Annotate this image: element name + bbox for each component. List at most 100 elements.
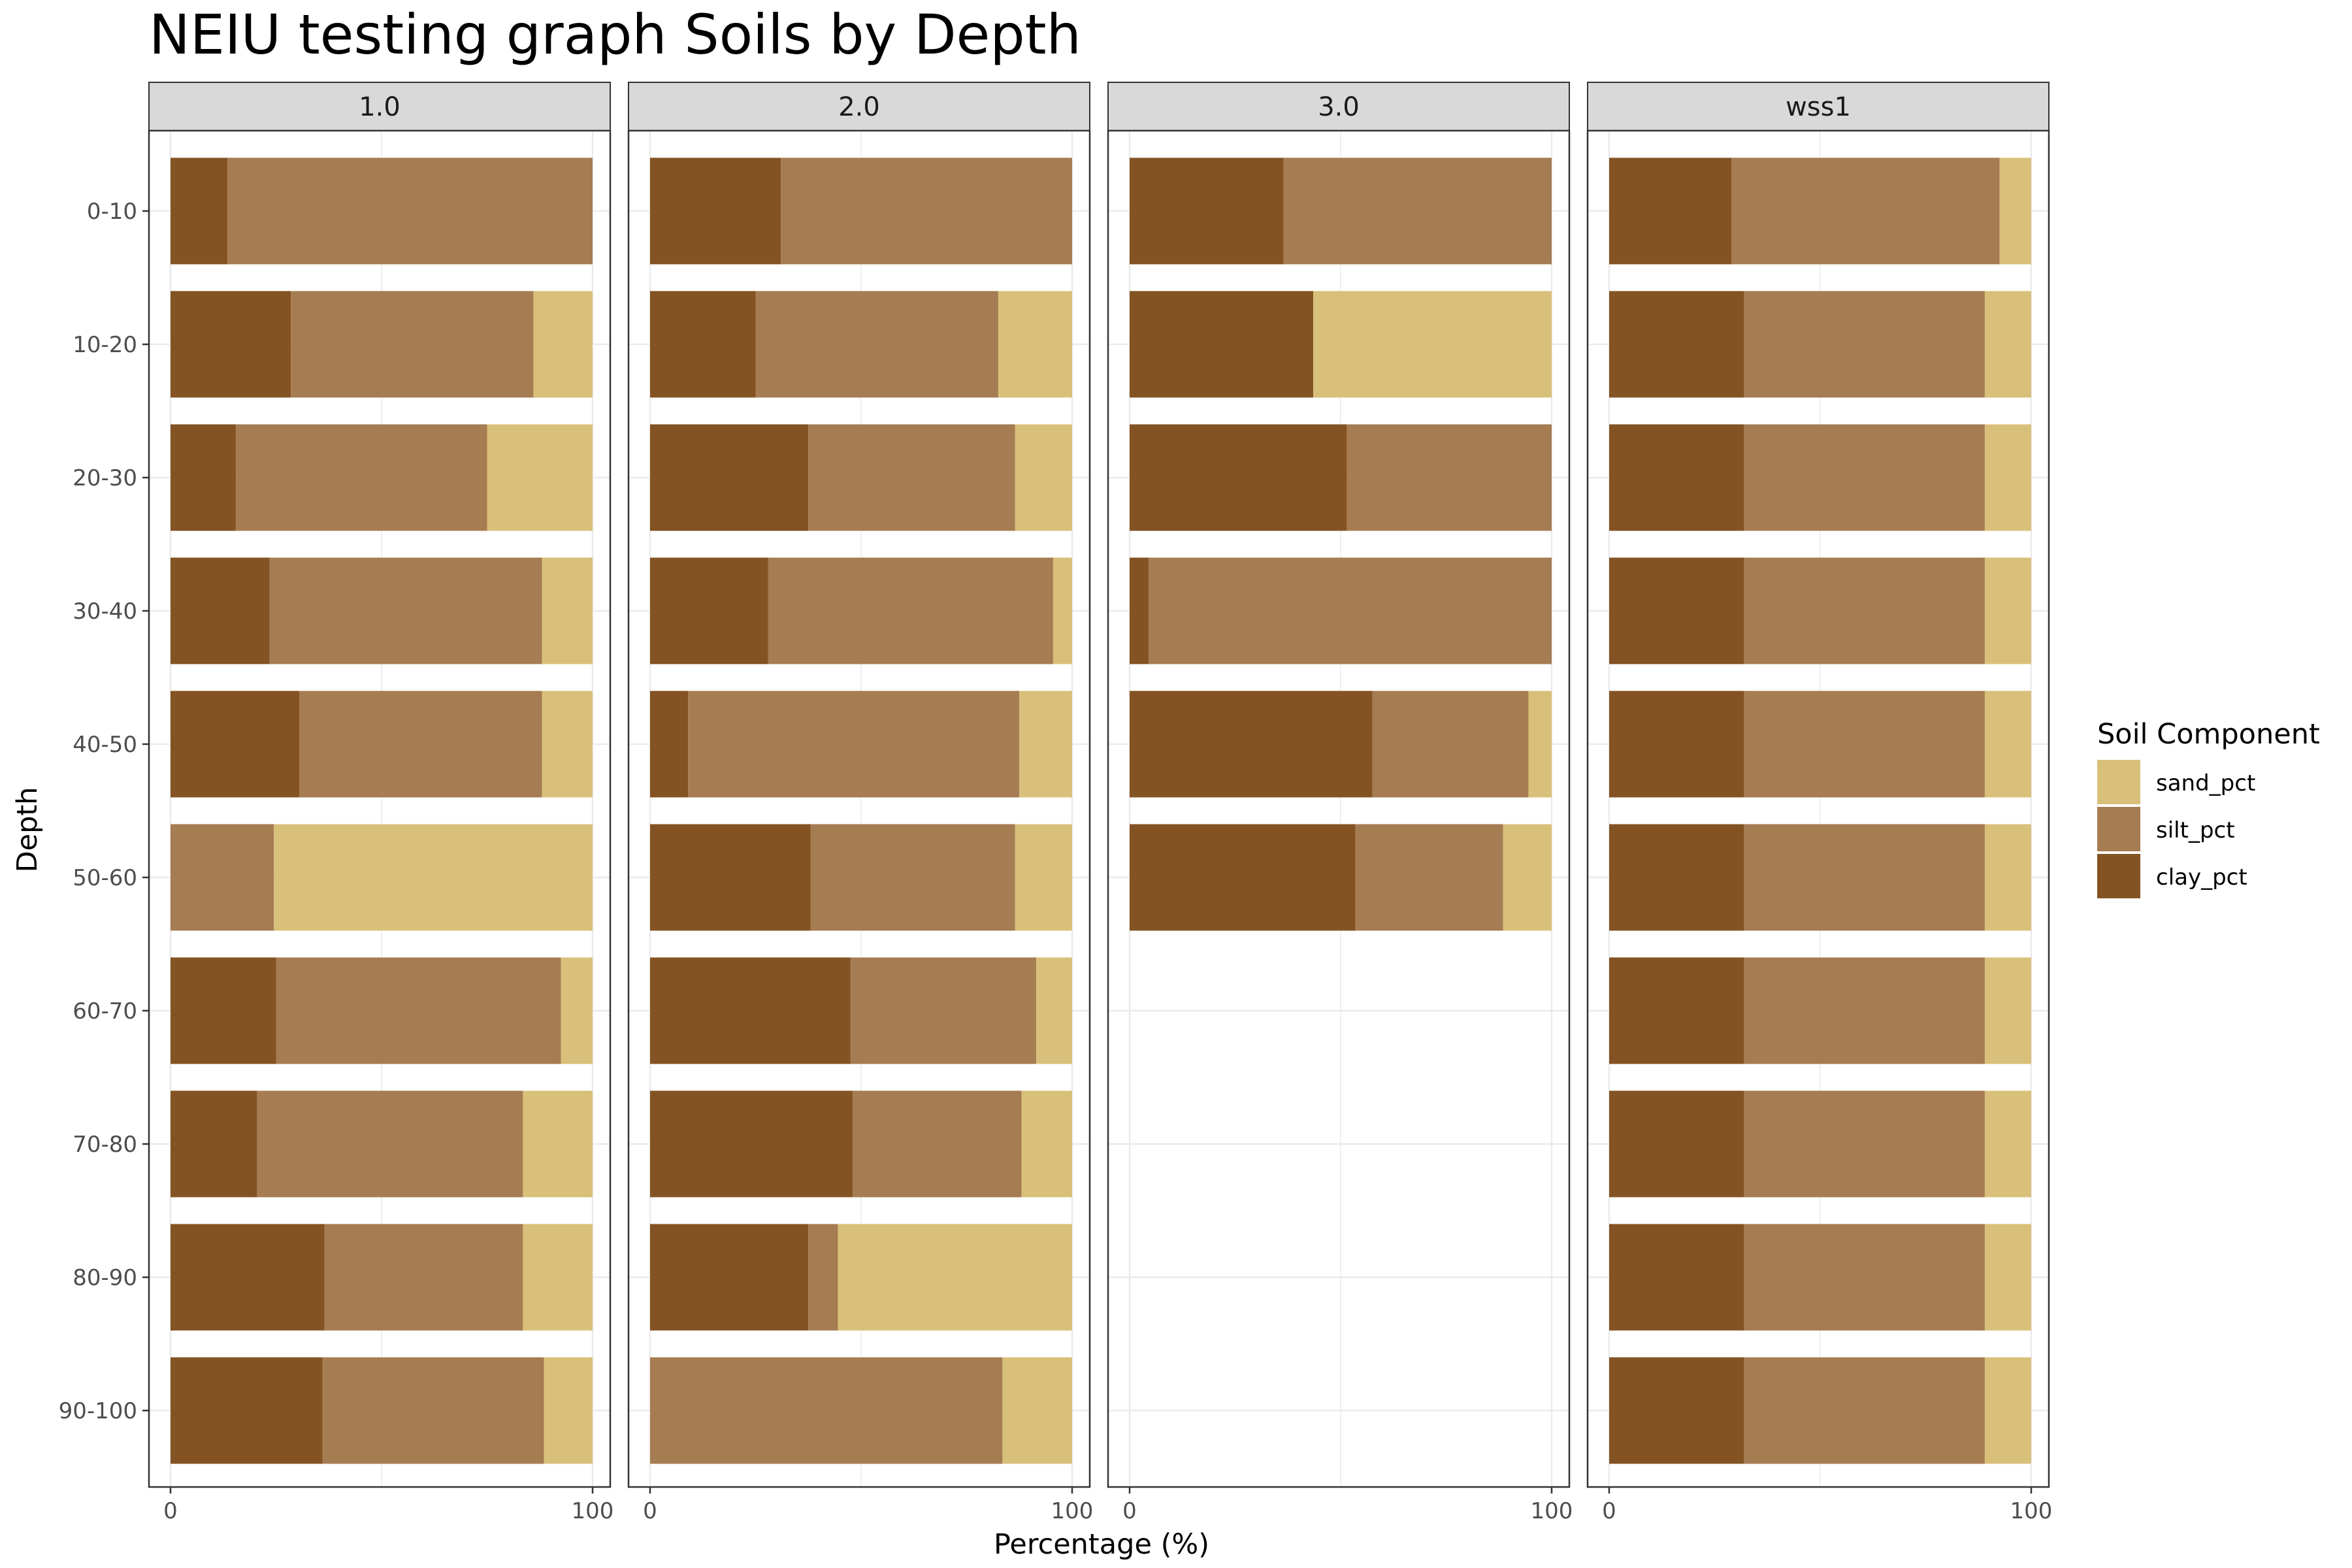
- bar-clay-pct: [650, 957, 851, 1064]
- bar-clay-pct: [1130, 424, 1347, 531]
- bar-silt-pct: [810, 824, 1015, 931]
- bar-sand-pct: [838, 1224, 1072, 1331]
- bar-sand-pct: [523, 1090, 593, 1198]
- y-tick-label: 50-60: [73, 865, 137, 891]
- bar-silt-pct: [1283, 157, 1552, 265]
- bar-sand-pct: [523, 1224, 593, 1331]
- bar-silt-pct: [1744, 824, 1985, 931]
- x-tick-label: 0: [643, 1498, 657, 1524]
- bar-silt-pct: [1744, 424, 1985, 531]
- bar-silt-pct: [1149, 557, 1552, 664]
- bar-clay-pct: [1609, 691, 1744, 798]
- bar-silt-pct: [1744, 1357, 1985, 1464]
- legend-title: Soil Component: [2097, 718, 2320, 751]
- bar-clay-pct: [650, 1224, 809, 1331]
- x-tick-label: 0: [1122, 1498, 1137, 1524]
- legend-key: [2097, 760, 2140, 804]
- bar-silt-pct: [853, 1090, 1022, 1198]
- y-tick-label: 90-100: [59, 1398, 137, 1424]
- bar-clay-pct: [171, 1224, 325, 1331]
- facet-strip: [1587, 82, 2050, 131]
- facet-panel-1.0: 1.0 0 100: [148, 82, 614, 1524]
- bar-silt-pct: [808, 1224, 838, 1331]
- bar-clay-pct: [1609, 424, 1744, 531]
- bar-silt-pct: [276, 957, 561, 1064]
- bar-clay-pct: [1609, 557, 1744, 664]
- bar-sand-pct: [1015, 424, 1072, 531]
- bar-sand-pct: [1984, 1090, 2031, 1198]
- chart-title: NEIU testing graph Soils by Depth: [149, 3, 1081, 67]
- bar-sand-pct: [1984, 1357, 2031, 1464]
- bar-silt-pct: [808, 424, 1015, 531]
- facet-strip-label: wss1: [1786, 92, 1851, 122]
- panel-border: [1586, 129, 2050, 1488]
- bar-silt-pct: [1731, 157, 2000, 265]
- bar-clay-pct: [650, 824, 811, 931]
- bar-silt-pct: [269, 557, 542, 664]
- legend-key: [2097, 854, 2140, 898]
- bar-sand-pct: [487, 424, 593, 531]
- bar-clay-pct: [171, 1357, 323, 1464]
- bar-silt-pct: [1744, 291, 1985, 398]
- bar-clay-pct: [1130, 691, 1373, 798]
- bar-clay-pct: [1609, 291, 1744, 398]
- bar-clay-pct: [1609, 824, 1744, 931]
- bar-sand-pct: [998, 291, 1072, 398]
- bar-sand-pct: [542, 557, 593, 664]
- bar-silt-pct: [227, 157, 593, 265]
- y-tick-label: 40-50: [73, 732, 137, 758]
- panel-border: [148, 129, 612, 1488]
- bar-silt-pct: [1372, 691, 1529, 798]
- legend-item-silt-pct: silt_pct: [2097, 807, 2235, 851]
- bar-clay-pct: [650, 157, 781, 265]
- facet-panel-3.0: 3.0 0 100: [1107, 82, 1573, 1524]
- facet-panels: 1.0 0 100 2.0 0 100 3.0 0 100 wss1 0 100: [148, 82, 2052, 1524]
- bar-sand-pct: [274, 824, 593, 931]
- panel-border: [627, 129, 1091, 1488]
- bar-sand-pct: [1984, 557, 2031, 664]
- bar-clay-pct: [1130, 291, 1314, 398]
- legend-item-sand-pct: sand_pct: [2097, 760, 2255, 804]
- bar-silt-pct: [781, 157, 1072, 265]
- bar-silt-pct: [1355, 824, 1503, 931]
- bar-clay-pct: [1130, 557, 1149, 664]
- x-tick-label: 100: [1531, 1498, 1573, 1524]
- x-tick-label: 100: [572, 1498, 614, 1524]
- bar-silt-pct: [1744, 1224, 1985, 1331]
- bar-sand-pct: [1528, 691, 1552, 798]
- y-tick-label: 80-90: [73, 1265, 137, 1291]
- legend-label: silt_pct: [2156, 817, 2235, 843]
- facet-panel-2.0: 2.0 0 100: [627, 82, 1094, 1524]
- y-tick-label: 60-70: [73, 998, 137, 1024]
- bar-clay-pct: [171, 424, 237, 531]
- bar-sand-pct: [561, 957, 593, 1064]
- bar-sand-pct: [1313, 291, 1552, 398]
- legend-item-clay-pct: clay_pct: [2097, 854, 2247, 898]
- bar-silt-pct: [257, 1090, 523, 1198]
- bar-sand-pct: [1984, 691, 2031, 798]
- bar-sand-pct: [1999, 157, 2031, 265]
- bar-sand-pct: [1503, 824, 1552, 931]
- x-tick-label: 100: [1051, 1498, 1094, 1524]
- bar-clay-pct: [650, 1090, 853, 1198]
- bar-silt-pct: [1744, 1090, 1985, 1198]
- bar-clay-pct: [1609, 957, 1744, 1064]
- bar-clay-pct: [171, 957, 276, 1064]
- bar-silt-pct: [236, 424, 487, 531]
- bar-sand-pct: [1002, 1357, 1072, 1464]
- bar-clay-pct: [1609, 1224, 1744, 1331]
- facet-strip: [1107, 82, 1570, 131]
- bar-silt-pct: [1744, 957, 1985, 1064]
- y-tick-label: 70-80: [73, 1132, 137, 1158]
- bar-silt-pct: [1744, 557, 1985, 664]
- bar-clay-pct: [1609, 1090, 1744, 1198]
- bar-sand-pct: [1015, 824, 1072, 931]
- facet-strip-label: 2.0: [838, 92, 880, 122]
- bar-clay-pct: [1130, 157, 1284, 265]
- bar-silt-pct: [291, 291, 534, 398]
- y-tick-label: 0-10: [87, 199, 137, 225]
- bar-silt-pct: [322, 1357, 544, 1464]
- bar-sand-pct: [544, 1357, 593, 1464]
- bar-sand-pct: [1053, 557, 1072, 664]
